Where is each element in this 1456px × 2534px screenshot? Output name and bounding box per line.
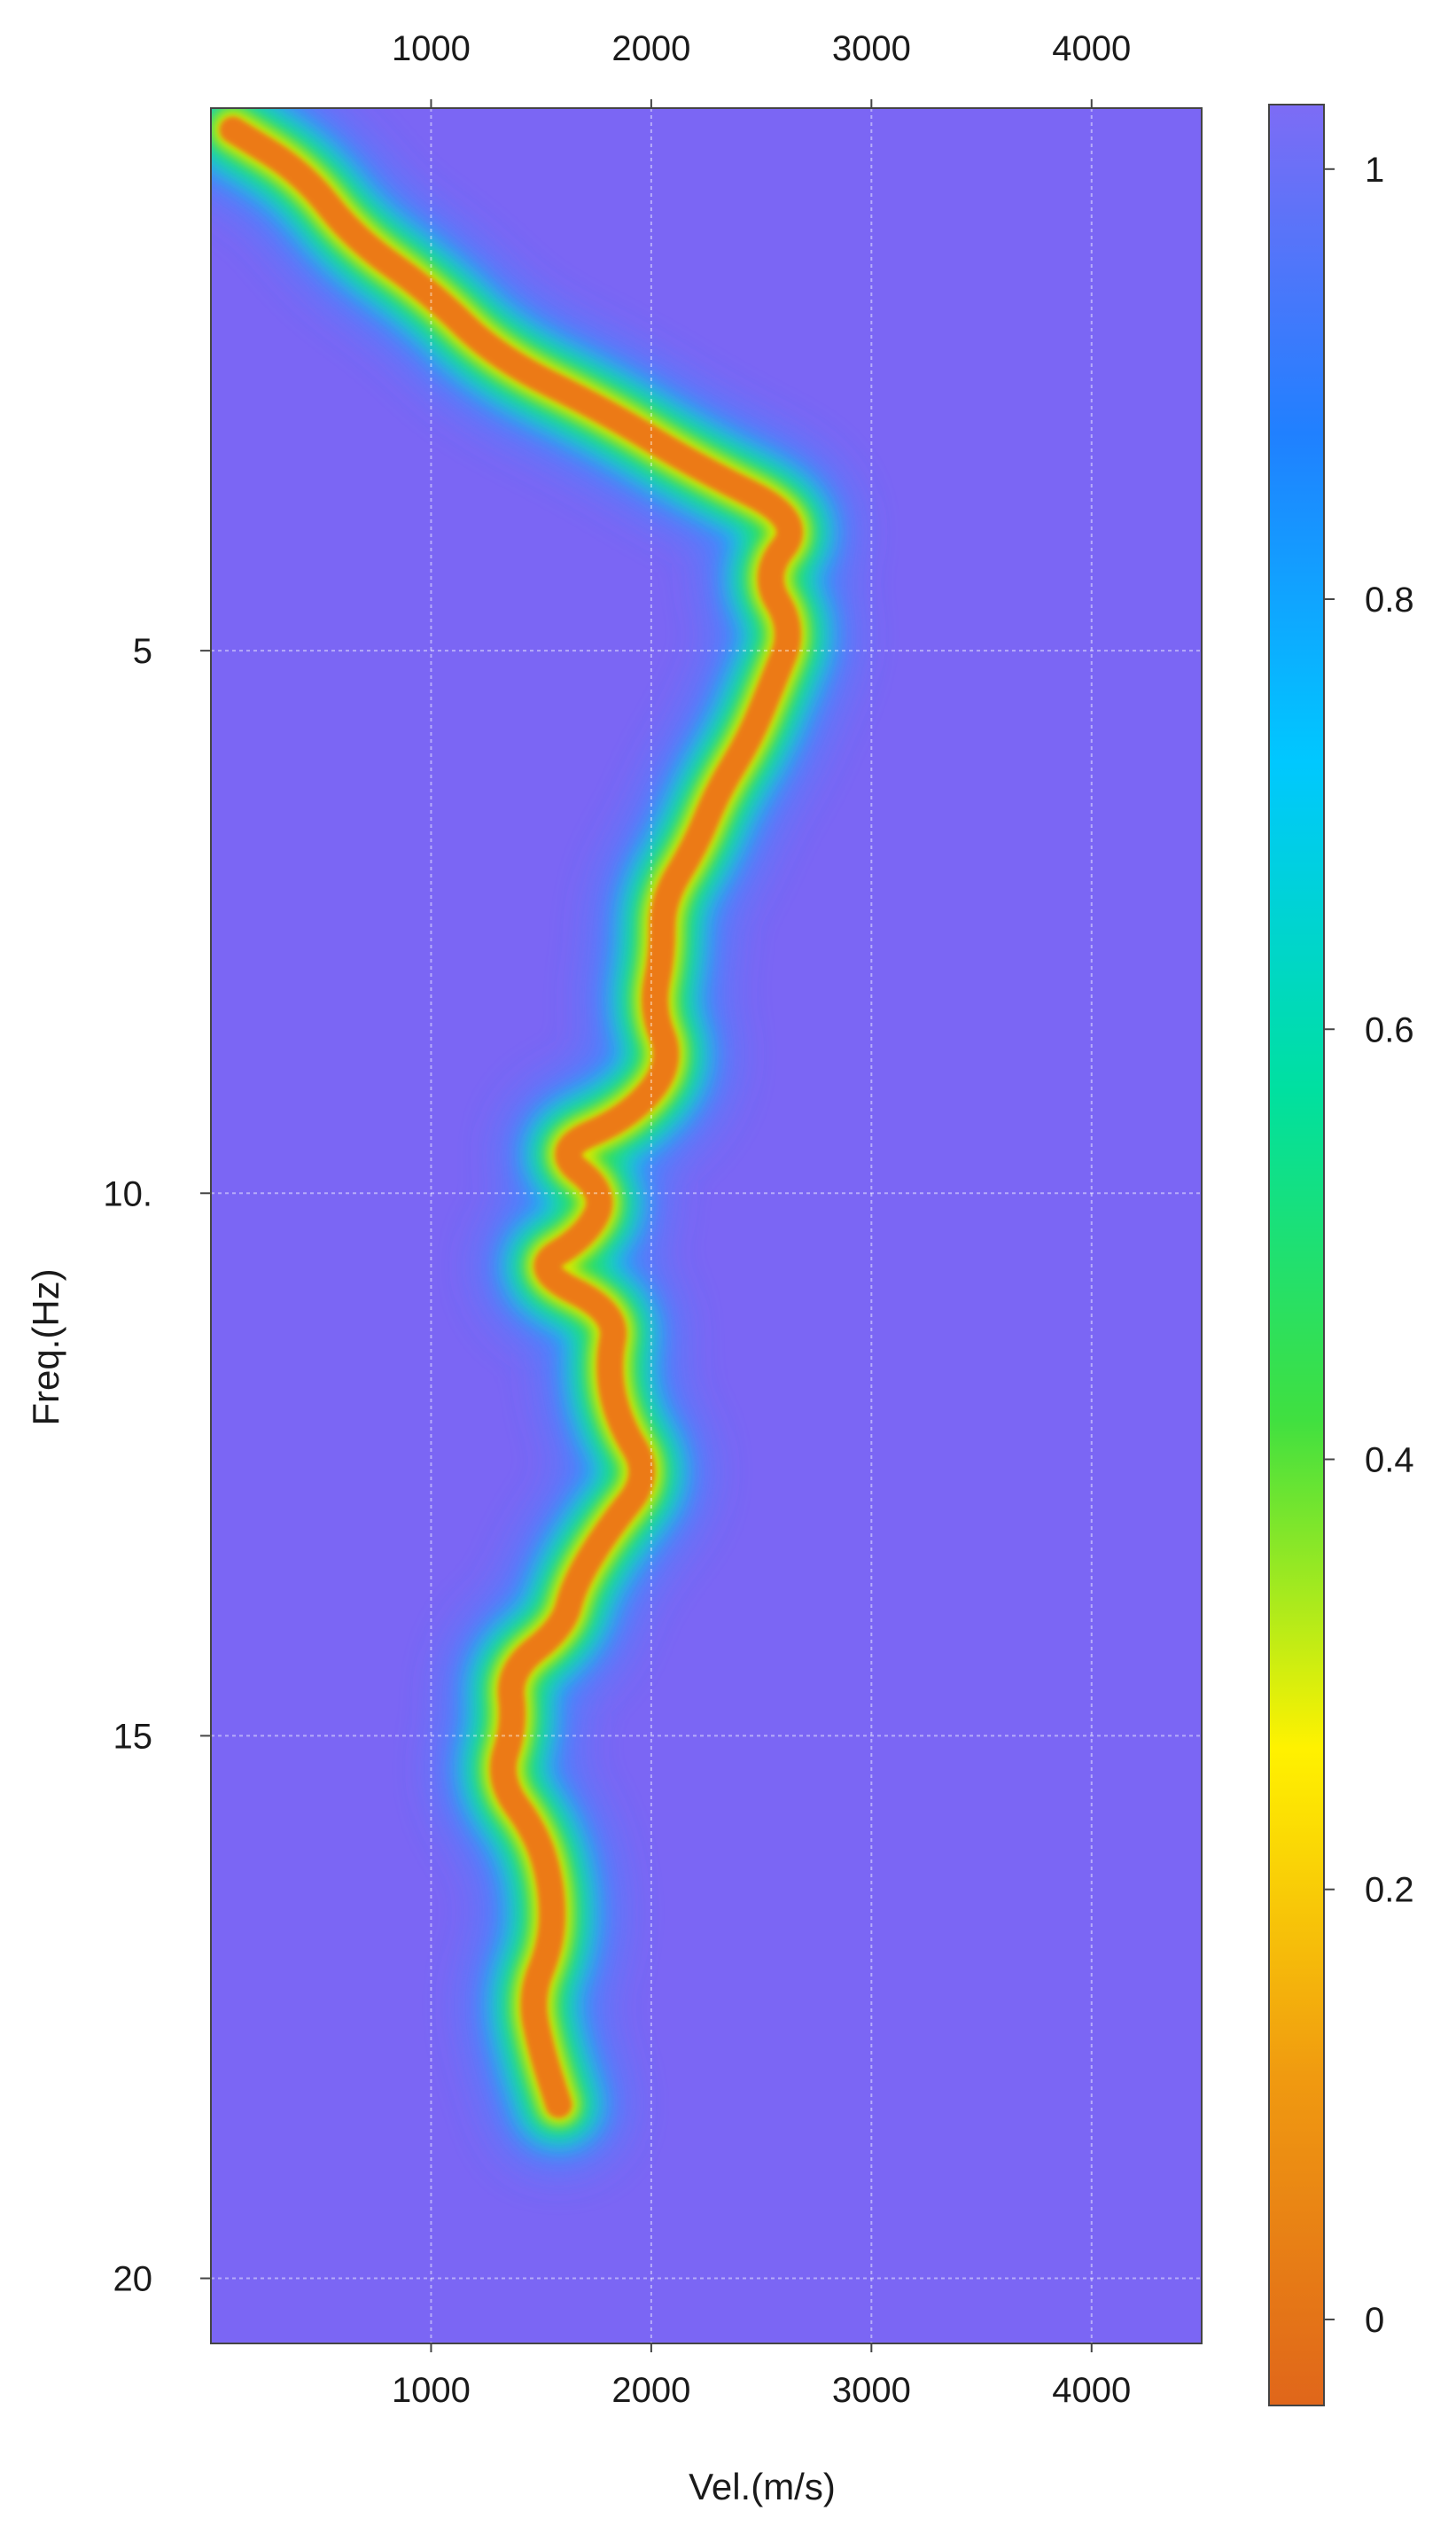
x-axis-bottom: 1000 2000 3000 4000 bbox=[392, 2343, 1131, 2410]
x-axis-title: Vel.(m/s) bbox=[689, 2466, 836, 2507]
heatmap-layer bbox=[211, 108, 852, 2167]
ridge-core-orange bbox=[219, 116, 803, 2118]
colorbar-tick-label: 0.8 bbox=[1365, 581, 1414, 620]
y-tick-label: 10. bbox=[103, 1174, 152, 1213]
y-axis-left: 5 10. 15 20 bbox=[103, 632, 211, 2299]
y-tick-label: 15 bbox=[113, 1717, 153, 1756]
x-axis-top: 1000 2000 3000 4000 bbox=[392, 29, 1131, 108]
colorbar-tick-label: 0 bbox=[1365, 2301, 1384, 2340]
x-top-tick-label: 2000 bbox=[611, 29, 690, 68]
x-top-tick-label: 4000 bbox=[1052, 29, 1131, 68]
y-tick-label: 20 bbox=[113, 2260, 153, 2299]
y-tick-label: 5 bbox=[133, 632, 152, 671]
x-bottom-tick-label: 2000 bbox=[611, 2371, 690, 2410]
colorbar bbox=[1268, 104, 1325, 2406]
grid-lines bbox=[211, 108, 1202, 2343]
colorbar-tick-label: 1 bbox=[1365, 151, 1384, 190]
colorbar-ticks: 1 0.8 0.6 0.4 0.2 0 bbox=[1324, 151, 1414, 2340]
colorbar-tick-label: 0.4 bbox=[1365, 1440, 1414, 1479]
x-top-tick-label: 1000 bbox=[392, 29, 471, 68]
x-bottom-tick-label: 1000 bbox=[392, 2371, 471, 2410]
plot-frame bbox=[210, 107, 1203, 2344]
x-bottom-tick-label: 4000 bbox=[1052, 2371, 1131, 2410]
x-bottom-tick-label: 3000 bbox=[832, 2371, 911, 2410]
colorbar-tick-label: 0.6 bbox=[1365, 1010, 1414, 1049]
x-top-tick-label: 3000 bbox=[832, 29, 911, 68]
colorbar-tick-label: 0.2 bbox=[1365, 1871, 1414, 1910]
y-axis-title: Freq.(Hz) bbox=[25, 1268, 66, 1425]
